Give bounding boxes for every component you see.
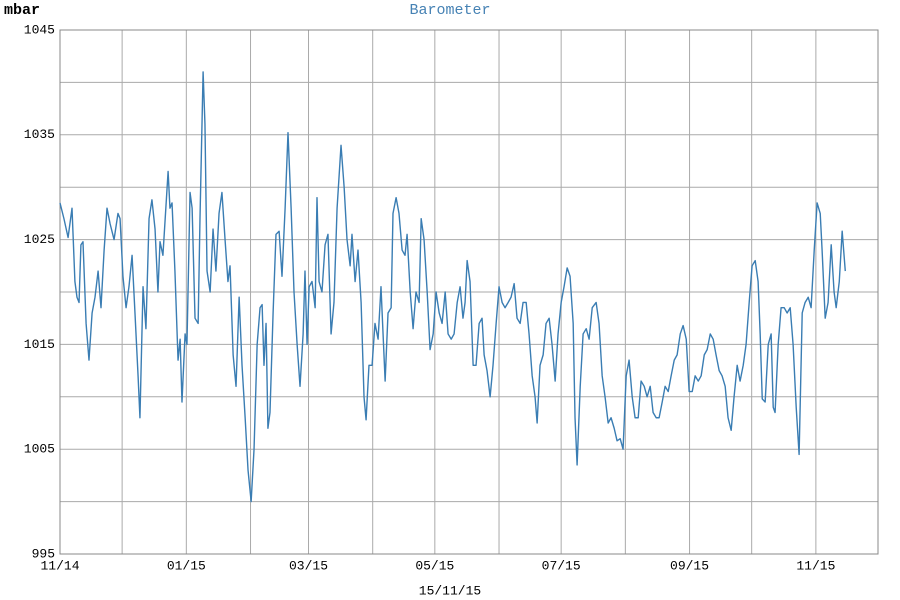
x-tick-label: 03/15 bbox=[289, 558, 328, 573]
data-line bbox=[59, 71, 846, 503]
y-tick-label: 1045 bbox=[24, 22, 55, 37]
chart-title: Barometer bbox=[409, 2, 490, 19]
x-tick-label: 01/15 bbox=[167, 558, 206, 573]
x-tick-label: 09/15 bbox=[670, 558, 709, 573]
x-axis-label: 15/11/15 bbox=[419, 583, 481, 598]
y-tick-label: 995 bbox=[32, 546, 55, 561]
x-tick-label: 07/15 bbox=[542, 558, 581, 573]
x-tick-label: 11/15 bbox=[796, 558, 835, 573]
y-tick-label: 1015 bbox=[24, 337, 55, 352]
x-tick-label: 05/15 bbox=[415, 558, 454, 573]
y-tick-label: 1025 bbox=[24, 232, 55, 247]
y-tick-label: 1005 bbox=[24, 442, 55, 457]
y-axis-unit: mbar bbox=[4, 2, 40, 19]
x-tick-label: 11/14 bbox=[40, 558, 79, 573]
plot-frame bbox=[59, 29, 879, 555]
y-tick-label: 1035 bbox=[24, 127, 55, 142]
